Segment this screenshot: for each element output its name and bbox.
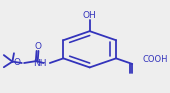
Text: O: O [34,42,41,51]
Text: COOH: COOH [142,55,168,64]
Text: OH: OH [83,11,97,20]
Text: NH: NH [33,59,46,68]
Text: O: O [14,58,21,67]
